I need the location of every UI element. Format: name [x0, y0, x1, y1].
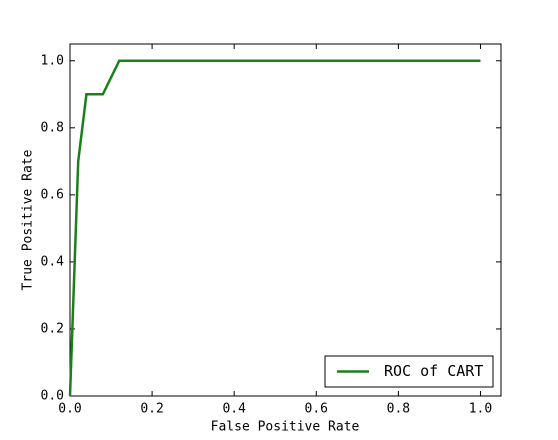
x-tick-label: 0.4	[222, 402, 246, 417]
line-series	[68, 59, 481, 397]
x-tick-label: 0.8	[387, 402, 410, 417]
y-tick-label: 1.0	[41, 53, 64, 68]
legend-label: ROC of CART	[384, 362, 483, 380]
y-tick-label: 0.4	[41, 254, 65, 269]
x-tick-label: 1.0	[469, 402, 492, 417]
x-axis-label: False Positive Rate	[211, 420, 360, 435]
y-tick-label: 0.0	[41, 389, 64, 404]
y-tick-label: 0.2	[41, 321, 64, 336]
y-axis-label: True Positive Rate	[21, 149, 36, 290]
x-tick-label: 0.2	[140, 402, 163, 417]
x-tick-label: 0.6	[305, 402, 328, 417]
x-tick-label: 0.0	[58, 402, 81, 417]
y-tick-label: 0.6	[41, 187, 64, 202]
plot-frame	[69, 43, 502, 397]
y-tick-label: 0.8	[41, 120, 64, 135]
